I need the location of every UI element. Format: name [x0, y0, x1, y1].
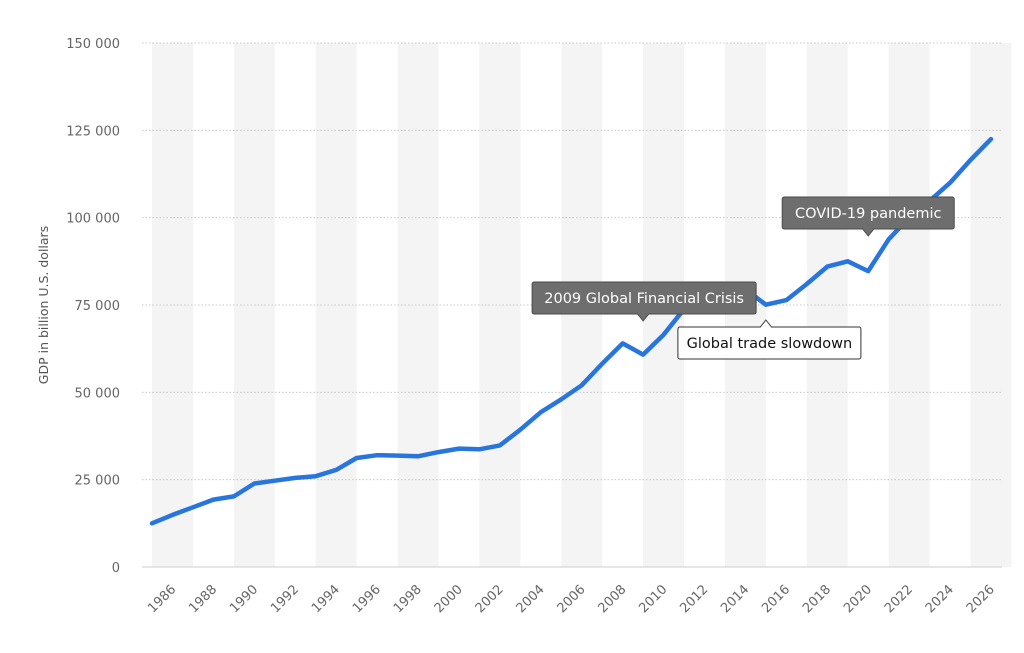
x-tick-label: 1986 — [145, 582, 179, 616]
x-tick-label: 2004 — [514, 582, 548, 616]
y-tick-label: 75 000 — [75, 299, 121, 314]
x-tick-label: 2020 — [841, 582, 875, 616]
x-tick-label: 2022 — [882, 582, 916, 616]
x-axis-tick-labels: 1986 1988 1990 1992 1994 1996 1998 2000 2002 2004… — [145, 582, 998, 616]
x-tick-label: 2008 — [595, 582, 629, 616]
y-tick-label: 25 000 — [75, 474, 121, 489]
y-tick-label: 100 000 — [66, 212, 120, 227]
x-tick-label: 2010 — [636, 582, 670, 616]
annotation-pointer-outline — [759, 319, 773, 328]
x-tick-label: 2012 — [677, 582, 711, 616]
y-tick-label: 125 000 — [66, 124, 120, 139]
annotation-pointer — [637, 313, 650, 321]
x-tick-label: 2014 — [718, 582, 752, 616]
x-tick-label: 1992 — [268, 582, 302, 616]
annotation-callout: COVID-19 pandemic — [781, 196, 955, 237]
x-tick-label: 2016 — [759, 582, 793, 616]
x-tick-label: 1990 — [227, 582, 261, 616]
y-axis-label: GDP in billion U.S. dollars — [36, 226, 51, 384]
x-tick-label: 1996 — [350, 582, 384, 616]
x-tick-label: 2024 — [923, 582, 957, 616]
y-axis-tick-labels: 0 25 000 50 000 75 000 100 000 125 000 150 000 — [66, 37, 120, 576]
year-band-1998 — [397, 43, 439, 567]
x-tick-label: 2018 — [800, 582, 834, 616]
x-tick-label: 1988 — [186, 582, 220, 616]
annotation-callout: Global trade slowdown — [677, 319, 862, 360]
gdp-series-line — [149, 136, 994, 526]
annotation-pointer-outline — [861, 228, 875, 237]
y-tick-label: 0 — [112, 561, 120, 576]
annotation-callout: 2009 Global Financial Crisis — [531, 281, 757, 322]
annotations: 2009 Global Financial Crisis Global trade… — [531, 196, 955, 360]
x-tick-label: 2002 — [473, 582, 507, 616]
x-tick-label: 1998 — [391, 582, 425, 616]
annotation-label: COVID-19 pandemic — [795, 206, 941, 222]
annotation-label: Global trade slowdown — [687, 336, 853, 352]
year-band-1986 — [152, 43, 193, 567]
x-tick-label: 2026 — [964, 582, 998, 616]
year-band-2026 — [970, 43, 1012, 567]
annotation-pointer-outline — [636, 313, 650, 322]
series-line-group — [149, 136, 994, 526]
annotation-pointer — [759, 320, 772, 328]
y-tick-label: 50 000 — [75, 386, 121, 401]
x-tick-label: 2000 — [432, 582, 466, 616]
horizontal-gridlines — [142, 42, 1002, 568]
annotation-label: 2009 Global Financial Crisis — [544, 291, 744, 307]
annotation-pointer — [862, 228, 875, 236]
y-tick-label: 150 000 — [66, 37, 120, 52]
x-tick-label: 1994 — [309, 582, 343, 616]
x-tick-label: 2006 — [555, 582, 589, 616]
year-band-2018 — [806, 43, 848, 567]
